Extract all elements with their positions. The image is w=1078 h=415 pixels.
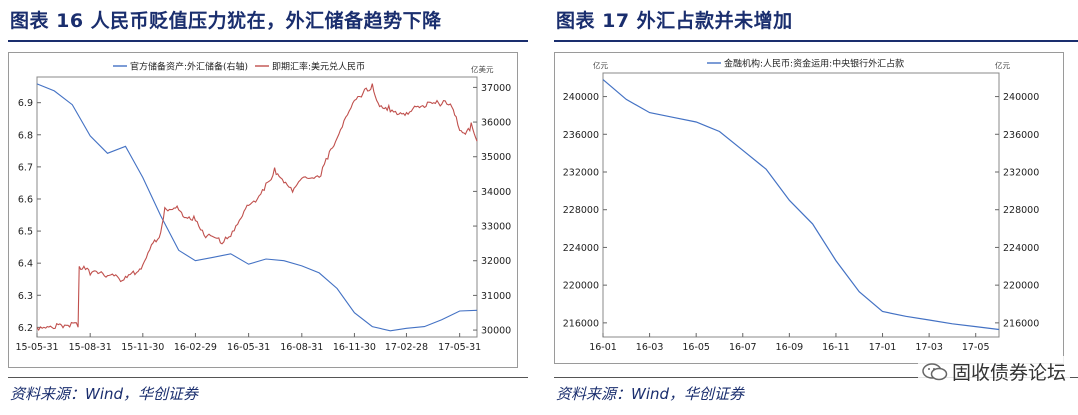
- series-line-1: [602, 79, 1000, 331]
- left-y-tick-label: 6.6: [18, 194, 33, 205]
- right-chart: 216000 220000 224000 228000 232000 236000 2400…: [563, 58, 1040, 354]
- right-y-tick-label: 224000: [1003, 243, 1039, 254]
- right-y-tick-label: 30000: [481, 326, 511, 337]
- right-source-note: 资料来源：Wind，华创证券: [556, 385, 745, 403]
- left-y-tick-label: 240000: [563, 92, 599, 103]
- left-y-tick-label: 224000: [563, 243, 599, 254]
- right-y-tick-label: 31000: [481, 291, 511, 302]
- right-y-tick-label: 34000: [481, 187, 511, 198]
- left-y-tick-label: 6.5: [18, 227, 33, 238]
- left-title-rule: [8, 40, 528, 42]
- left-y-tick-label: 6.8: [18, 130, 33, 141]
- x-tick-label: 15-05-31: [15, 342, 58, 353]
- right-y-tick-label: 216000: [1003, 318, 1039, 329]
- right-y-tick-label: 32000: [481, 256, 511, 267]
- right-y-tick-label: 236000: [1003, 130, 1039, 141]
- left-y-tick-label: 216000: [563, 318, 599, 329]
- x-tick-label: 16-07: [729, 342, 757, 353]
- left-y-tick-label: 236000: [563, 130, 599, 141]
- series-line-1: [36, 83, 478, 332]
- right-title-rule: [554, 40, 1078, 42]
- left-chart: 6.2 6.3 6.4 6.5 6.6 6.7 6.8 6.9 30000 31000 32000 3…: [15, 61, 511, 354]
- right-y-tick-label: 228000: [1003, 205, 1039, 216]
- legend-label-1: 金融机构:人民币:资金运用:中央银行外汇占款: [724, 58, 904, 70]
- left-figure-title: 图表 16 人民币贬值压力犹在，外汇储备趋势下降: [10, 10, 442, 32]
- left-y-tick-label: 6.9: [18, 98, 33, 109]
- watermark-text: 固收债券论坛: [951, 362, 1066, 384]
- right-y-tick-label: 232000: [1003, 168, 1039, 179]
- right-y-tick-label: 36000: [481, 118, 511, 129]
- right-figure-title: 图表 17 外汇占款并未增加: [556, 10, 793, 32]
- left-y-tick-label: 6.3: [18, 291, 33, 302]
- right-figure-panel: 图表 17 外汇占款并未增加 216000 220000 224000 228000 2…: [552, 0, 1078, 415]
- x-tick-label: 16-03: [636, 342, 664, 353]
- right-y-tick-label: 240000: [1003, 92, 1039, 103]
- left-y-tick-label: 6.7: [18, 162, 33, 173]
- x-tick-label: 16-01: [589, 342, 617, 353]
- x-tick-label: 16-05: [682, 342, 710, 353]
- x-tick-label: 16-05-31: [227, 342, 270, 353]
- left-y-tick-label: 220000: [563, 281, 599, 292]
- x-tick-label: 17-05-31: [438, 342, 481, 353]
- x-tick-label: 16-11-30: [333, 342, 376, 353]
- left-y-tick-label: 228000: [563, 205, 599, 216]
- series-line-2: [36, 83, 478, 332]
- right-y-tick-label: 220000: [1003, 281, 1039, 292]
- watermark: 固收债券论坛: [917, 356, 1070, 387]
- x-tick-label: 17-02-28: [385, 342, 428, 353]
- right-source-rule: [554, 377, 1078, 378]
- x-tick-label: 17-01: [869, 342, 897, 353]
- right-axis-unit: 亿元: [995, 60, 1010, 70]
- legend-label-1: 官方储备资产:外汇储备(右轴): [130, 61, 248, 73]
- right-y-tick-label: 33000: [481, 222, 511, 233]
- left-figure-panel: 图表 16 人民币贬值压力犹在，外汇储备趋势下降 6.2 6.3 6.4 6.5 6.6…: [0, 0, 528, 415]
- right-y-tick-label: 37000: [481, 83, 511, 94]
- left-source-rule: [8, 377, 528, 378]
- right-plot-area: [602, 72, 1000, 338]
- x-tick-label: 16-09: [776, 342, 804, 353]
- left-y-tick-label: 6.4: [18, 259, 33, 270]
- left-axis-unit: 亿元: [593, 60, 608, 70]
- left-chart-frame: 6.2 6.3 6.4 6.5 6.6 6.7 6.8 6.9 30000 31000 32000 3…: [8, 52, 518, 368]
- wechat-icon: [922, 362, 948, 381]
- x-tick-label: 16-11: [822, 342, 850, 353]
- left-y-tick-label: 6.2: [18, 323, 33, 334]
- x-tick-label: 16-08-31: [280, 342, 323, 353]
- left-source-note: 资料来源：Wind，华创证券: [10, 385, 199, 403]
- x-tick-label: 17-05: [962, 342, 990, 353]
- x-tick-label: 15-11-30: [121, 342, 164, 353]
- legend-label-2: 即期汇率:美元兑人民币: [272, 61, 365, 73]
- x-tick-label: 17-03: [915, 342, 943, 353]
- right-axis-unit: 亿美元: [471, 64, 494, 74]
- right-chart-frame: 216000 220000 224000 228000 232000 236000 2400…: [554, 52, 1064, 364]
- x-tick-label: 15-08-31: [69, 342, 112, 353]
- x-tick-label: 16-02-29: [174, 342, 217, 353]
- right-y-tick-label: 35000: [481, 152, 511, 163]
- left-plot-area: [36, 76, 478, 338]
- left-y-tick-label: 232000: [563, 168, 599, 179]
